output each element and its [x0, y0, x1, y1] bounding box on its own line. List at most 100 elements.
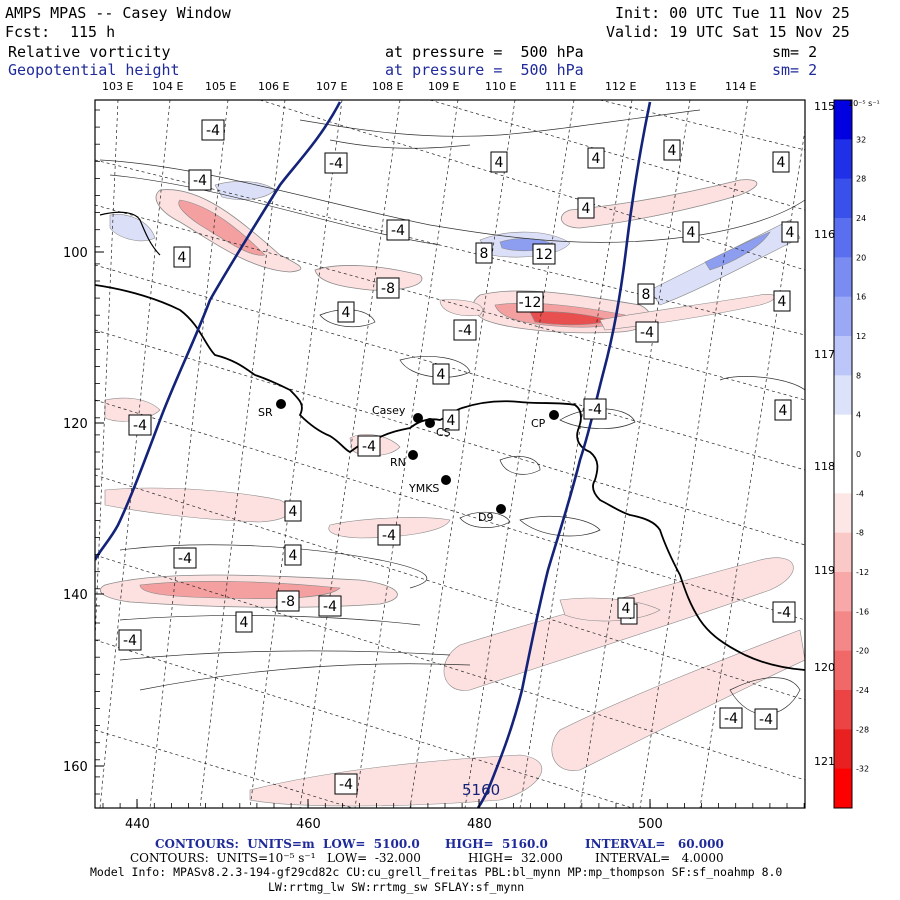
footer-vort-contours: CONTOURS: UNITS=10⁻⁵ s⁻¹ LOW= -32.000	[130, 851, 421, 865]
station-label: CS	[436, 426, 451, 439]
init-time: Init: 00 UTC Tue 11 Nov 25	[615, 4, 850, 22]
vorticity-label: -4	[588, 402, 602, 418]
footer-height-contours: CONTOURS: UNITS=m LOW= 5100.0	[155, 837, 420, 851]
colorbar-tick-label: 12	[856, 332, 866, 341]
vorticity-label-box	[682, 221, 700, 243]
vorticity-label: -4	[458, 323, 472, 339]
y-tick-label: 140	[63, 588, 88, 603]
vorticity-label-box	[516, 291, 544, 313]
vorticity-label: -4	[206, 123, 220, 139]
vorticity-label-box	[235, 611, 253, 633]
top-lon-label: 111 E	[545, 80, 576, 93]
colorbar-tick-label: 16	[856, 293, 866, 302]
colorbar-tick-label: 4	[856, 411, 861, 420]
top-lon-label: 114 E	[725, 80, 756, 93]
vorticity-label: 4	[495, 155, 504, 171]
station-dot	[413, 413, 423, 423]
vorticity-label-box	[719, 707, 743, 729]
vorticity-label-box	[583, 398, 607, 420]
plot-title: AMPS MPAS -- Casey Window	[5, 4, 231, 22]
colorbar-tick-label: 8	[856, 371, 861, 380]
forecast-hour: 115 h	[70, 23, 116, 41]
station-dot	[549, 410, 559, 420]
footer-model-info: Model Info: MPASv8.2.3-194-gf29cd82c CU:…	[90, 865, 783, 879]
vorticity-label: 4	[437, 367, 446, 383]
vorticity-label-box	[432, 363, 450, 385]
station-label: YMKS	[408, 482, 439, 495]
colorbar-segment	[834, 611, 852, 652]
coastline-north	[99, 211, 161, 256]
vorticity-label: 4	[447, 413, 456, 429]
station-label: D9	[478, 511, 493, 524]
colorbar-segment	[834, 218, 852, 258]
vorticity-label: 4	[592, 151, 601, 167]
forecast-label: Fcst:	[5, 23, 51, 41]
vorticity-label-box	[318, 595, 342, 617]
vorticity-label-box	[128, 414, 152, 436]
vorticity-label: 8	[480, 246, 489, 262]
vorticity-label-box	[442, 409, 460, 431]
station-label: CP	[531, 417, 546, 430]
x-tick-label: 500	[638, 817, 663, 832]
field1-smoothing: sm= 2	[772, 43, 818, 61]
vorticity-label-box	[284, 544, 302, 566]
vorticity-label: 4	[779, 403, 788, 419]
colorbar-tick-label: 32	[856, 135, 866, 144]
footer-vort-interval: INTERVAL= 4.0000	[595, 851, 724, 865]
vorticity-label-box	[774, 399, 792, 421]
vorticity-label-box	[772, 601, 796, 623]
footer-vort-high: HIGH= 32.000	[468, 851, 563, 865]
vorticity-label: -4	[323, 599, 337, 615]
vorticity-label-box	[635, 321, 659, 343]
colorbar-segment	[834, 493, 852, 534]
colorbar-tick-label: -24	[856, 686, 869, 695]
colorbar-tick-label: 24	[856, 214, 866, 223]
vorticity-label: 4	[622, 601, 631, 617]
footer-model-physics: LW:rrtmg_lw SW:rrtmg_sw SFLAY:sf_mynn	[268, 880, 525, 894]
station-label: SR	[258, 406, 273, 419]
top-lon-label: 108 E	[372, 80, 403, 93]
station-dot	[441, 475, 451, 485]
vorticity-label-box	[334, 773, 358, 795]
vorticity-label: -8	[381, 281, 395, 297]
vorticity-label-box	[357, 435, 381, 457]
vorticity-label-box	[490, 151, 508, 173]
vorticity-label: -4	[724, 711, 738, 727]
vorticity-label-box	[475, 242, 493, 264]
plot-frame	[94, 99, 806, 809]
vorticity-label: -4	[382, 528, 396, 544]
vorticity-label-box	[276, 590, 300, 612]
colorbar-tick-label: -32	[856, 765, 869, 774]
vorticity-label: 4	[668, 143, 677, 159]
vorticity-label: 4	[289, 504, 298, 520]
vorticity-label-box	[617, 597, 635, 619]
colorbar-tick-label: 28	[856, 175, 866, 184]
vorticity-label-box	[453, 319, 477, 341]
colorbar-segment	[834, 178, 852, 219]
colorbar-segment	[834, 532, 852, 573]
field2-name: Geopotential height	[8, 61, 180, 79]
colorbar: 32 28 24 20 16 12 8 4 0 -4 -8 -12 -16 -20 -24 -28 -32	[833, 99, 869, 809]
vorticity-label-box	[781, 221, 799, 243]
vorticity-label: -4	[777, 605, 791, 621]
vorticity-label-box	[637, 283, 655, 305]
vorticity-label: 4	[777, 155, 786, 171]
colorbar-tick-label: -8	[856, 529, 864, 538]
top-lon-label: 107 E	[316, 80, 347, 93]
x-tick-label: 480	[467, 817, 492, 832]
colorbar-segment	[834, 375, 852, 416]
x-tick-label: 440	[125, 817, 150, 832]
colorbar-unit: 10⁻⁵ s⁻¹	[848, 99, 880, 108]
vorticity-label-box	[173, 547, 197, 569]
station-dot	[425, 418, 435, 428]
station-label: RN	[390, 456, 406, 469]
colorbar-segment	[834, 729, 852, 770]
vorticity-label: -4	[759, 712, 773, 728]
vorticity-label-box	[773, 290, 791, 312]
field1-level: at pressure = 500 hPa	[385, 43, 584, 61]
vorticity-label-box	[754, 708, 778, 730]
top-lon-label: 109 E	[428, 80, 459, 93]
valid-time: Valid: 19 UTC Sat 15 Nov 25	[606, 23, 850, 41]
vorticity-label: -4	[640, 325, 654, 341]
